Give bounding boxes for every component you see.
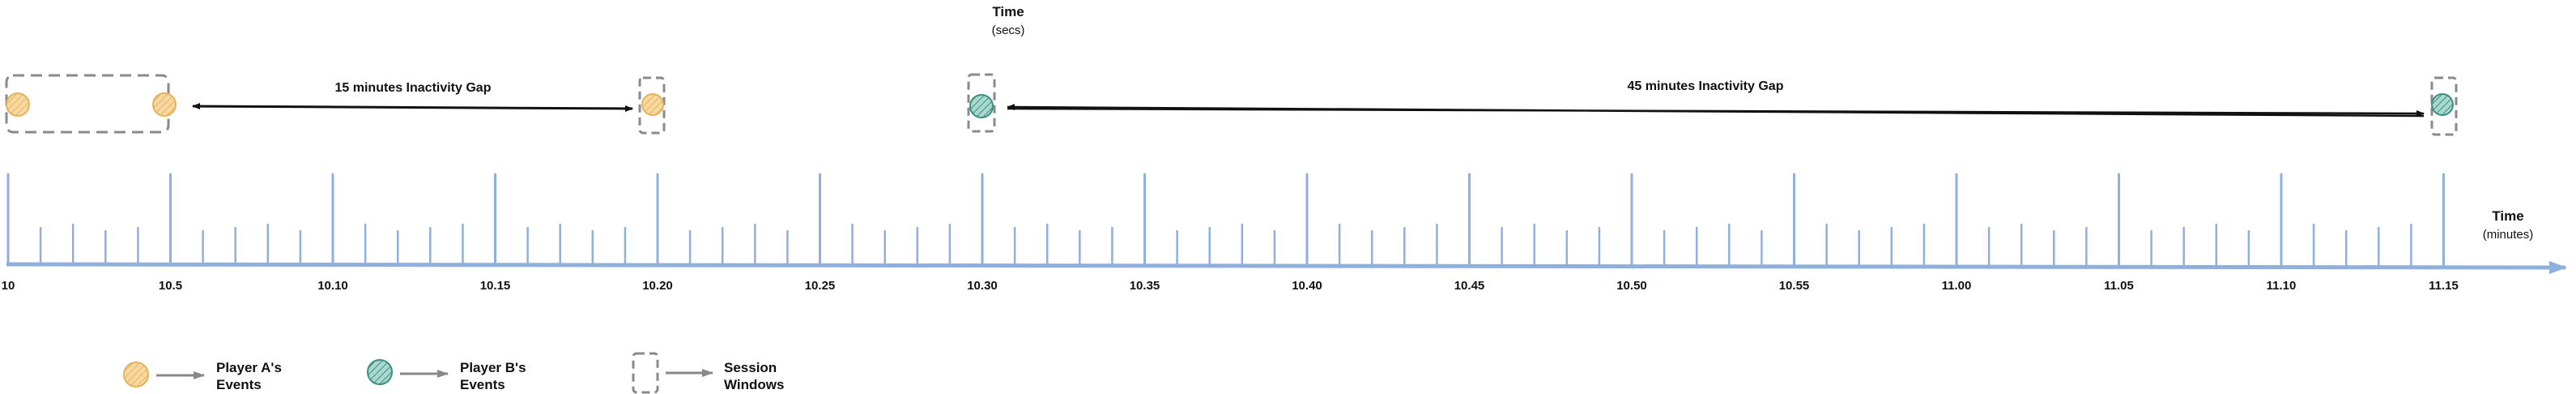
header-title: Time: [992, 4, 1024, 19]
tick-label: 10.15: [480, 279, 511, 293]
legend-label-player-b: Player B's Events: [460, 360, 530, 392]
time-axis: [6, 260, 2567, 274]
tick-label: 11.00: [1942, 279, 1972, 293]
legend-label-session: Session Windows: [724, 360, 784, 392]
tick-label: 10.30: [967, 279, 998, 293]
axis-unit: (minutes): [2483, 228, 2534, 242]
tick-label: 10.20: [642, 279, 673, 293]
tick-label: 10.45: [1454, 279, 1485, 293]
gap-label-15: 15 minutes Inactivity Gap: [335, 81, 492, 95]
tick-label: 11.05: [2104, 279, 2134, 293]
player-b-event: [969, 94, 994, 118]
player-a-event: [6, 92, 30, 117]
tick-label: 10.25: [805, 279, 836, 293]
tick-label: 10: [2, 279, 15, 293]
tick-label: 11.15: [2429, 279, 2459, 293]
axis-tick-labels: 10 10.5 10.10 10.15 10.20 10.25 10.30 10.35 10.4…: [2, 279, 2459, 293]
axis-title: Time: [2492, 208, 2523, 224]
tick-label: 11.10: [2267, 279, 2297, 293]
tick-label: 10.55: [1779, 279, 1810, 293]
header-unit: (secs): [992, 24, 1025, 37]
session-window: [638, 76, 666, 135]
player-a-event: [641, 93, 664, 116]
gap-label-45: 45 minutes Inactivity Gap: [1628, 79, 1784, 93]
player-b-event: [2431, 93, 2454, 116]
player-b-event-icon: [367, 359, 393, 385]
tick-label: 10.10: [317, 279, 348, 293]
player-a-event-icon: [123, 362, 149, 388]
player-a-event: [152, 92, 177, 117]
axis-ticks: [6, 173, 2445, 267]
gap-arrow-15: [192, 103, 633, 112]
tick-label: 10.5: [159, 279, 182, 293]
legend-label-player-a: Player A's Events: [216, 360, 286, 392]
tick-label: 10.50: [1616, 279, 1647, 293]
legend: Player A's Events Player B's Events Sess…: [123, 352, 784, 394]
gap-arrow-45: [1007, 107, 2424, 116]
tick-label: 10.35: [1130, 279, 1160, 293]
tick-label: 10.40: [1292, 279, 1322, 293]
session-window-icon: [632, 352, 659, 394]
session-window: [5, 74, 170, 134]
